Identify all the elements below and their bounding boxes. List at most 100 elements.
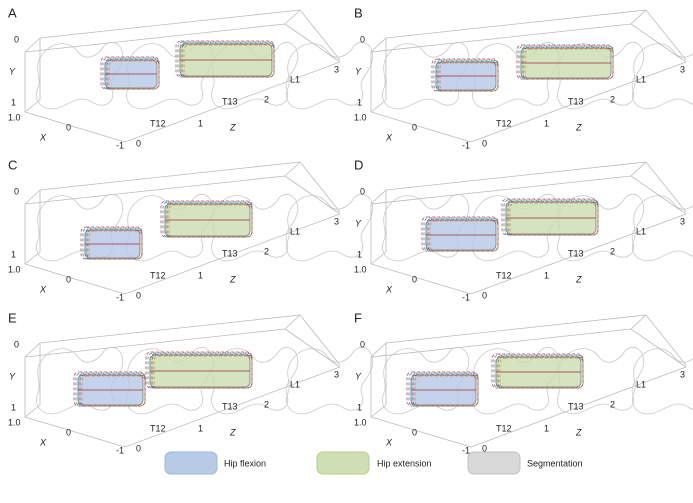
x-tick-label: 0: [66, 122, 71, 132]
panel-label: C: [8, 157, 17, 172]
z-tick-label: 0: [482, 138, 487, 148]
z-tick-label: 2: [610, 246, 615, 256]
y-tick-label: 1: [11, 402, 16, 412]
z-tick-label: 0: [482, 290, 487, 300]
frame-line: [25, 176, 285, 204]
x-tick-label: 0: [412, 274, 417, 284]
frame-line: [631, 162, 646, 176]
z-axis-label: Z: [575, 274, 582, 284]
y-tick-label: 0: [360, 34, 365, 44]
y-tick-label: 1: [357, 249, 362, 259]
frame-line: [285, 162, 300, 176]
level-label: L1: [636, 379, 646, 389]
z-axis-label: Z: [575, 122, 582, 132]
legend: Hip flexion Hip extension Segmentation: [165, 452, 583, 474]
z-tick-label: 0: [136, 443, 141, 453]
y-tick-label: 0: [360, 186, 365, 196]
legend-swatch: [317, 452, 369, 474]
z-tick-label: 1: [198, 118, 203, 128]
frame-line: [25, 38, 40, 52]
frame-line: [285, 10, 300, 24]
z-tick-label: 3: [334, 64, 339, 74]
level-label: T12: [496, 118, 512, 128]
y-axis-label: Y: [9, 371, 16, 381]
x-axis-label: X: [39, 284, 47, 294]
frame-line: [646, 10, 686, 60]
frame-line: [371, 190, 386, 204]
frame-line: [386, 162, 646, 190]
level-label: T13: [568, 401, 584, 411]
level-label: L1: [290, 74, 300, 84]
x-tick-label: 1.0: [354, 112, 367, 122]
y-axis-label: Y: [355, 218, 362, 228]
frame-line: [40, 315, 300, 343]
frame-line: [631, 329, 686, 367]
level-label: T13: [568, 248, 584, 258]
y-axis-label: Y: [355, 66, 362, 76]
frame-line: [285, 315, 300, 329]
legend-label: Hip flexion: [224, 458, 266, 468]
x-axis-label: X: [385, 132, 393, 142]
x-tick-label: -1: [116, 445, 124, 455]
frame-line: [285, 24, 340, 62]
z-tick-label: 2: [264, 399, 269, 409]
x-tick-label: -1: [116, 140, 124, 150]
y-tick-label: 1: [357, 402, 362, 412]
frame-line: [25, 190, 40, 204]
z-tick-label: 1: [198, 423, 203, 433]
x-tick-label: -1: [462, 140, 470, 150]
x-axis-label: X: [385, 284, 393, 294]
frame-line: [300, 162, 340, 212]
x-tick-label: 0: [412, 122, 417, 132]
legend-swatch: [468, 452, 520, 474]
legend-label: Segmentation: [527, 458, 583, 468]
frame-line: [646, 315, 686, 365]
level-label: T13: [222, 401, 238, 411]
frame-line: [25, 343, 40, 357]
z-tick-label: 3: [680, 369, 685, 379]
frame-line: [386, 10, 646, 38]
level-label: T12: [496, 270, 512, 280]
z-tick-label: 1: [544, 270, 549, 280]
panel: D01Y1.00-1X0123ZT12T13L1: [354, 157, 693, 302]
x-tick-label: -1: [462, 445, 470, 455]
z-tick-label: 0: [136, 290, 141, 300]
frame-line: [631, 315, 646, 329]
z-tick-label: 3: [334, 369, 339, 379]
frame-line: [631, 10, 646, 24]
frame-line: [300, 315, 340, 365]
figure: Hip flexion Hip extension Segmentation A…: [0, 0, 693, 503]
frame-line: [40, 10, 300, 38]
panel: A01Y1.00-1X0123ZT12T13L1: [8, 5, 373, 150]
z-tick-label: 3: [680, 216, 685, 226]
z-tick-label: 3: [334, 216, 339, 226]
frame-line: [300, 10, 340, 60]
z-axis-label: Z: [229, 427, 236, 437]
level-label: L1: [290, 226, 300, 236]
x-tick-label: 0: [412, 427, 417, 437]
z-tick-label: 0: [482, 443, 487, 453]
z-tick-label: 3: [680, 64, 685, 74]
legend-label: Hip extension: [377, 458, 432, 468]
level-label: T12: [496, 423, 512, 433]
z-tick-label: 2: [610, 399, 615, 409]
x-axis-label: X: [39, 132, 47, 142]
y-tick-label: 0: [14, 34, 19, 44]
z-tick-label: 1: [544, 118, 549, 128]
level-label: L1: [636, 74, 646, 84]
x-tick-label: -1: [116, 292, 124, 302]
z-tick-label: 2: [610, 94, 615, 104]
legend-swatch: [165, 452, 217, 474]
x-axis-label: X: [39, 437, 47, 447]
z-axis-label: Z: [229, 274, 236, 284]
frame-line: [285, 176, 340, 214]
x-tick-label: 0: [66, 427, 71, 437]
x-tick-label: -1: [462, 292, 470, 302]
x-tick-label: 1.0: [8, 112, 21, 122]
x-tick-label: 1.0: [354, 264, 367, 274]
x-axis-label: X: [385, 437, 393, 447]
panel-label: F: [354, 310, 362, 325]
level-label: L1: [290, 379, 300, 389]
